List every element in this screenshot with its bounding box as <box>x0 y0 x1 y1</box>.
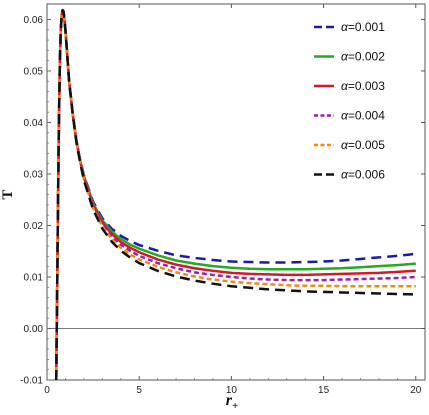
x-axis-ticks: 0 5 10 15 20 <box>44 4 422 396</box>
y-tick-label: -0.01 <box>20 376 43 387</box>
legend-label: α=0.002 <box>341 50 385 64</box>
series-line <box>54 8 416 381</box>
x-tick-label: 0 <box>44 385 50 396</box>
y-tick-label: 0.01 <box>24 272 44 283</box>
series-line <box>54 8 416 381</box>
y-axis-label: T <box>0 190 16 200</box>
legend-label: α=0.003 <box>341 79 385 93</box>
plot-frame <box>46 3 426 381</box>
y-tick-label: 0.06 <box>24 15 44 26</box>
x-axis-label: r+ <box>226 392 239 412</box>
plot-border <box>46 3 426 381</box>
y-tick-label: 0.02 <box>24 221 44 232</box>
legend: α=0.001 α=0.002 α=0.003 α=0.004 α=0.005 α=0.0… <box>314 20 385 182</box>
y-tick-label: 0.04 <box>24 118 44 129</box>
y-tick-label: 0.05 <box>24 66 44 77</box>
series-line <box>54 8 416 381</box>
x-tick-label: 20 <box>410 385 422 396</box>
series-lines <box>54 8 416 381</box>
legend-label: α=0.006 <box>341 168 385 182</box>
x-tick-label: 10 <box>226 385 238 396</box>
x-tick-label: 5 <box>136 385 142 396</box>
series-line <box>54 8 416 381</box>
x-tick-label: 15 <box>318 385 330 396</box>
legend-label: α=0.001 <box>341 20 385 34</box>
y-axis-ticks: -0.01 0.00 0.01 0.02 0.03 0.04 0.05 0.06 <box>20 15 425 387</box>
series-line <box>54 8 416 381</box>
legend-label: α=0.004 <box>341 109 385 123</box>
legend-label: α=0.005 <box>341 138 385 152</box>
y-tick-label: 0.03 <box>24 169 44 180</box>
y-tick-label: 0.00 <box>24 324 44 335</box>
series-line <box>54 8 416 381</box>
